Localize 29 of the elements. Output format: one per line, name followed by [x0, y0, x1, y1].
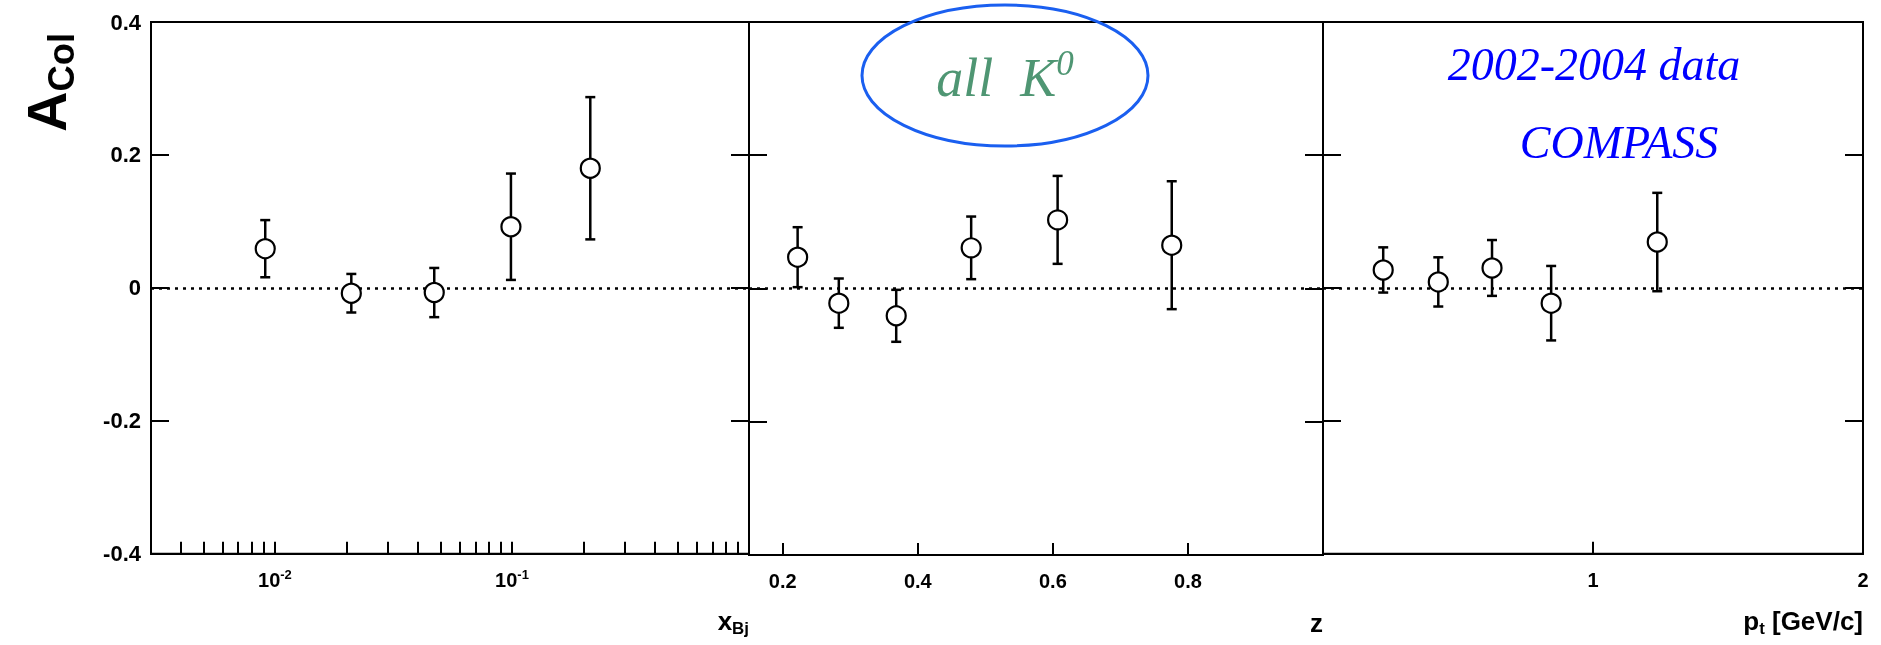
point — [1161, 234, 1183, 256]
y-tick-label: 0.4 — [110, 9, 142, 35]
y-tick-label: 0 — [128, 275, 142, 301]
point — [1646, 231, 1668, 253]
point — [828, 292, 850, 314]
x-tick-label: 0.8 — [1174, 570, 1202, 592]
x-tick-label: 1 — [1587, 568, 1599, 591]
y-tick-label: 0.2 — [110, 142, 142, 168]
y-axis-title: ACol — [14, 32, 83, 132]
point — [340, 282, 362, 304]
x-tick-label: 0.6 — [1038, 570, 1067, 592]
point — [579, 157, 601, 179]
x-tick-label: 2 — [1857, 568, 1869, 591]
point — [1481, 257, 1503, 279]
x-tick-label: 0.4 — [903, 570, 933, 592]
point — [500, 216, 522, 238]
point — [1047, 209, 1069, 231]
x-tick-label: 0.2 — [768, 570, 797, 592]
annotation: COMPASS — [1519, 116, 1719, 168]
y-tick-label: -0.4 — [103, 541, 142, 567]
point — [1540, 292, 1562, 314]
point — [1372, 259, 1394, 281]
x-axis-title: z — [1310, 607, 1323, 638]
point — [1427, 271, 1449, 293]
annotation: 2002-2004 data — [1447, 38, 1741, 90]
y-tick-label: -0.2 — [103, 408, 142, 434]
point — [885, 305, 907, 327]
point — [960, 237, 982, 259]
point — [787, 246, 809, 268]
